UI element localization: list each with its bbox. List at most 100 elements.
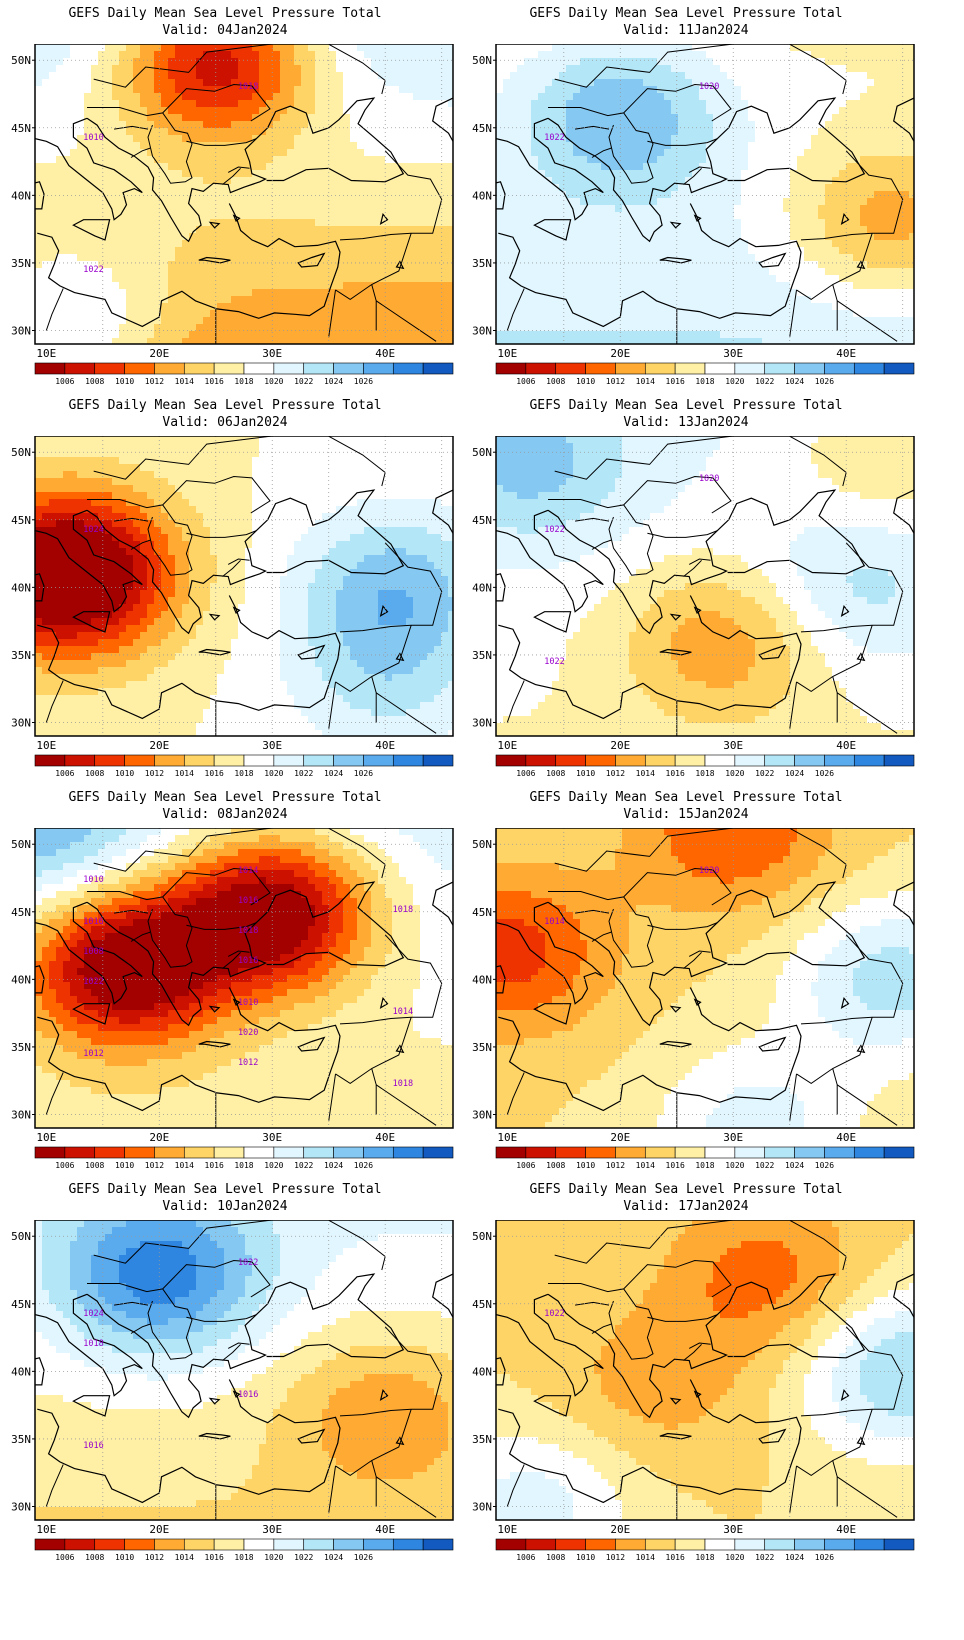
panel-valid-date: Valid: 06Jan2024 xyxy=(0,414,450,431)
colorbar-tick-label: 1010 xyxy=(576,1161,595,1170)
colorbar-swatch xyxy=(734,754,766,767)
colorbar-swatch xyxy=(525,754,557,767)
lat-tick-label: 50N xyxy=(11,838,31,851)
colorbar-swatch xyxy=(883,1146,915,1159)
colorbar-swatch xyxy=(615,362,646,375)
lon-tick-label: 40E xyxy=(375,1523,395,1536)
colorbar-swatch xyxy=(824,362,855,375)
colorbar-tick-label: 1012 xyxy=(606,1553,625,1562)
colorbar-swatch xyxy=(422,1146,454,1159)
colorbar-swatch xyxy=(853,362,885,375)
colorbar-tick-label: 1018 xyxy=(695,769,714,778)
colorbar-swatch xyxy=(615,1146,646,1159)
colorbar-swatch xyxy=(585,362,616,375)
colorbar-tick-label: 1026 xyxy=(354,1161,373,1170)
country-borders xyxy=(45,1220,443,1520)
lon-tick-label: 10E xyxy=(497,739,517,752)
lat-tick-label: 35N xyxy=(472,649,492,662)
colorbar-swatch xyxy=(422,362,454,375)
colorbar-tick-label: 1020 xyxy=(725,377,744,386)
colorbar-swatch xyxy=(674,362,706,375)
coastlines xyxy=(496,881,914,1112)
lat-tick-label: 50N xyxy=(472,1230,492,1243)
colorbar-tick-label: 1014 xyxy=(636,1161,655,1170)
contour-label: 1020 xyxy=(699,82,719,92)
colorbar-tick-label: 1008 xyxy=(546,1161,565,1170)
colorbar-tick-label: 1024 xyxy=(785,769,804,778)
colorbar-tick-label: 1020 xyxy=(725,1553,744,1562)
colorbar-swatch xyxy=(585,1146,616,1159)
colorbar-swatch xyxy=(853,754,885,767)
colorbar-swatch xyxy=(154,754,185,767)
contour-labels: 1016 1014 1012 1010 1008 1016 1018 1020 1022 1018… xyxy=(83,866,413,1089)
lon-tick-label: 10E xyxy=(497,1523,517,1536)
colorbar-tick-label: 1012 xyxy=(606,769,625,778)
colorbar-swatch xyxy=(183,1538,215,1551)
contour-label: 1010 xyxy=(83,133,103,143)
colorbar-tick-label: 1006 xyxy=(516,769,535,778)
colorbar-tick-label: 1020 xyxy=(264,1161,283,1170)
graticule xyxy=(35,44,453,344)
panel-title: GEFS Daily Mean Sea Level Pressure Total… xyxy=(0,1181,450,1215)
colorbar-swatch xyxy=(734,1146,766,1159)
lat-tick-label: 30N xyxy=(11,1500,31,1513)
graticule xyxy=(35,828,453,1128)
contour-label: 1014 xyxy=(393,1007,413,1017)
colorbar-tick-label: 1018 xyxy=(695,1553,714,1562)
map-panel: GEFS Daily Mean Sea Level Pressure Total… xyxy=(0,0,454,404)
graticule xyxy=(496,44,914,344)
colorbar-swatch xyxy=(124,1146,155,1159)
axis-labels: 50N 45N 40N 35N 30N 10E 20E 30E 40E xyxy=(11,446,395,752)
colorbar-tick-label: 1006 xyxy=(55,1161,74,1170)
map-panel: GEFS Daily Mean Sea Level Pressure Total… xyxy=(461,392,915,796)
contour-label: 1016 xyxy=(83,1441,103,1451)
colorbar-swatch xyxy=(333,1538,364,1551)
lat-tick-label: 45N xyxy=(472,122,492,135)
colorbar-tick-label: 1026 xyxy=(354,377,373,386)
country-borders xyxy=(506,436,904,736)
colorbar-tick-label: 1018 xyxy=(234,1553,253,1562)
panel-title-text: GEFS Daily Mean Sea Level Pressure Total xyxy=(0,397,450,414)
colorbar-tick-label: 1016 xyxy=(205,769,224,778)
colorbar-tick-label: 1020 xyxy=(264,769,283,778)
map-frame xyxy=(34,1220,454,1521)
colorbar-swatch xyxy=(734,362,766,375)
lat-tick-label: 45N xyxy=(11,1298,31,1311)
contour-label: 1014 xyxy=(238,866,258,876)
map-plot: 1024 1022 1016 1016 1018 50N 45N 40N 35N 30N 10E 20… xyxy=(11,1220,454,1562)
panel-title-text: GEFS Daily Mean Sea Level Pressure Total xyxy=(461,397,911,414)
lat-tick-label: 45N xyxy=(11,122,31,135)
colorbar-swatch xyxy=(555,1146,586,1159)
country-borders xyxy=(45,436,443,736)
colorbar-tick-label: 1020 xyxy=(264,377,283,386)
map-plot: 1016 1014 1012 1010 1008 1016 1018 1020 1022 1018… xyxy=(11,828,454,1170)
contour-label: 1016 xyxy=(238,1390,258,1400)
colorbar-swatch xyxy=(333,1146,364,1159)
colorbar-swatch xyxy=(183,754,215,767)
colorbar-tick-label: 1012 xyxy=(145,769,164,778)
colorbar-swatch xyxy=(883,754,915,767)
colorbar-swatch xyxy=(154,362,185,375)
colorbar-swatch xyxy=(824,754,855,767)
colorbar-swatch xyxy=(64,362,96,375)
axis-labels: 50N 45N 40N 35N 30N 10E 20E 30E 40E xyxy=(472,54,856,360)
map-frame xyxy=(495,1220,915,1521)
colorbar-swatch xyxy=(794,362,825,375)
colorbar-swatch xyxy=(124,1538,155,1551)
lon-tick-label: 40E xyxy=(375,1131,395,1144)
colorbar-swatch xyxy=(794,1538,825,1551)
lat-tick-label: 30N xyxy=(472,324,492,337)
colorbar-swatch xyxy=(525,1538,557,1551)
map-panel: GEFS Daily Mean Sea Level Pressure Total… xyxy=(461,784,915,1188)
lat-tick-label: 30N xyxy=(472,1108,492,1121)
colorbar-tick-label: 1018 xyxy=(234,1161,253,1170)
colorbar-swatch xyxy=(615,1538,646,1551)
colorbar-swatch xyxy=(213,362,245,375)
map-panel: GEFS Daily Mean Sea Level Pressure Total… xyxy=(0,392,454,796)
colorbar-tick-label: 1014 xyxy=(636,769,655,778)
lon-tick-label: 20E xyxy=(610,739,630,752)
lat-tick-label: 35N xyxy=(11,257,31,270)
lat-tick-label: 40N xyxy=(472,581,492,594)
colorbar-swatch xyxy=(764,754,795,767)
